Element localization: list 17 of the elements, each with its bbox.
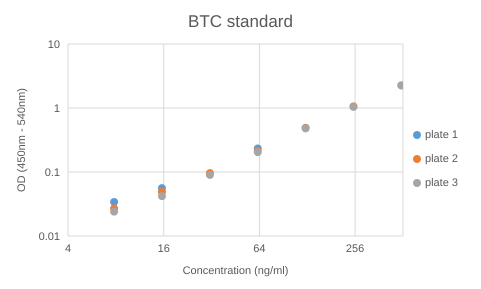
point xyxy=(158,192,166,200)
y-tick-label: 0.01 xyxy=(38,230,60,243)
legend-label: plate 1 xyxy=(424,128,458,140)
legend-label: plate 3 xyxy=(424,176,458,188)
x-tick-label: 16 xyxy=(158,242,170,255)
chart-title: BTC standard xyxy=(187,11,294,33)
y-tick-label: 10 xyxy=(48,38,60,51)
point xyxy=(110,208,118,216)
x-tick-label: 256 xyxy=(346,242,364,255)
y-tick-label: 0.1 xyxy=(44,166,60,179)
x-axis-title: Concentration (ng/ml) xyxy=(182,265,288,277)
x-tick-label: 4 xyxy=(64,242,72,255)
y-tick-label: 1 xyxy=(54,102,60,115)
point xyxy=(110,198,118,206)
legend-label: plate 2 xyxy=(424,152,458,164)
x-tick-label: 64 xyxy=(253,242,266,255)
y-axis-title: OD (450nm - 540nm) xyxy=(16,88,28,192)
